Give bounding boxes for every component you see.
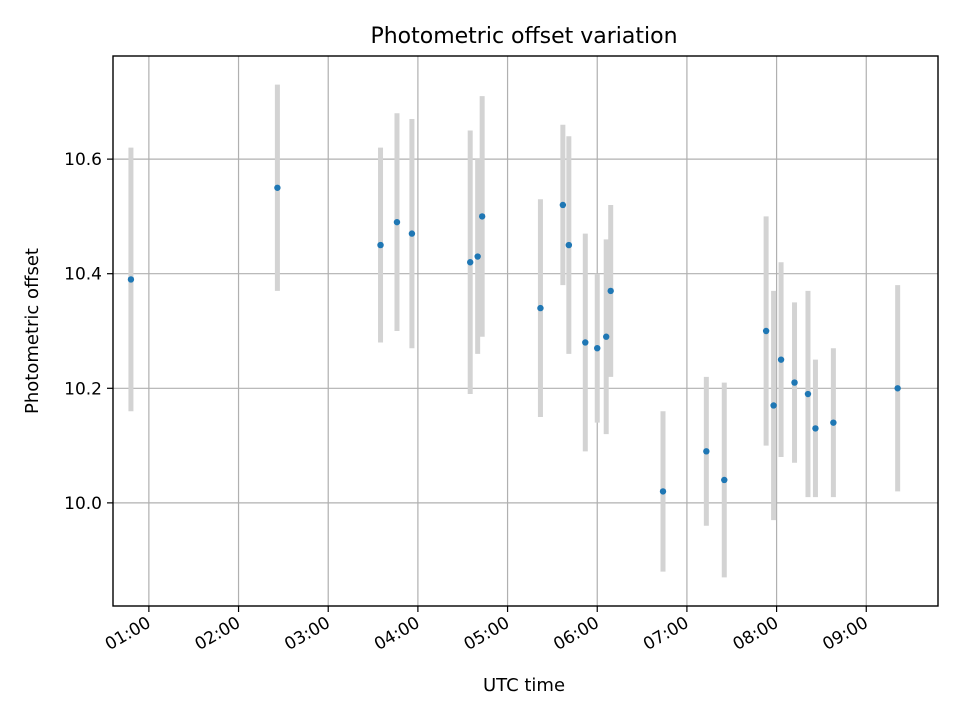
x-axis-ticks: 01:00 02:00 03:00 04:00 05:00 06:00 07:00 08:00… — [102, 606, 872, 655]
y-tick-label: 10.4 — [64, 265, 102, 285]
data-point — [791, 379, 798, 386]
x-tick-label: 05:00 — [461, 613, 513, 655]
x-tick-label: 01:00 — [102, 613, 154, 655]
data-point — [762, 327, 770, 335]
data-points — [127, 184, 901, 495]
data-point — [127, 276, 135, 283]
x-tick-label: 06:00 — [550, 613, 602, 655]
data-point — [703, 448, 710, 455]
data-point — [721, 476, 728, 484]
x-tick-label: 09:00 — [819, 613, 871, 655]
data-point — [894, 385, 901, 392]
data-point — [594, 344, 601, 352]
data-point — [607, 287, 614, 295]
data-point — [559, 201, 567, 209]
data-point — [478, 213, 486, 220]
data-point — [408, 230, 416, 237]
data-point — [467, 259, 474, 266]
x-tick-label: 04:00 — [371, 613, 423, 655]
y-axis-label: Photometric offset — [22, 248, 43, 414]
data-point — [659, 488, 667, 495]
data-point — [582, 339, 589, 346]
x-tick-label: 03:00 — [281, 613, 333, 655]
grid-lines — [113, 56, 938, 606]
plot-frame — [112, 55, 939, 607]
data-point — [603, 333, 610, 340]
y-tick-label: 10.6 — [64, 150, 102, 170]
y-tick-label: 10.2 — [64, 379, 102, 399]
x-tick-label: 07:00 — [640, 613, 692, 655]
data-point — [377, 241, 384, 249]
data-point — [474, 253, 481, 260]
data-point — [565, 241, 573, 249]
x-tick-label: 08:00 — [730, 613, 782, 655]
data-point — [804, 390, 812, 398]
y-axis-ticks: 10.0 10.2 10.4 10.6 — [64, 150, 113, 514]
chart-title: Photometric offset variation — [370, 24, 677, 49]
data-point — [770, 402, 777, 409]
x-axis-label: UTC time — [483, 675, 565, 696]
x-tick-label: 02:00 — [192, 613, 244, 655]
data-point — [274, 184, 281, 191]
data-point — [830, 419, 837, 426]
data-point — [812, 425, 819, 432]
data-point — [777, 356, 785, 363]
data-point — [393, 218, 401, 226]
y-tick-label: 10.0 — [64, 494, 102, 514]
data-point — [537, 304, 544, 312]
